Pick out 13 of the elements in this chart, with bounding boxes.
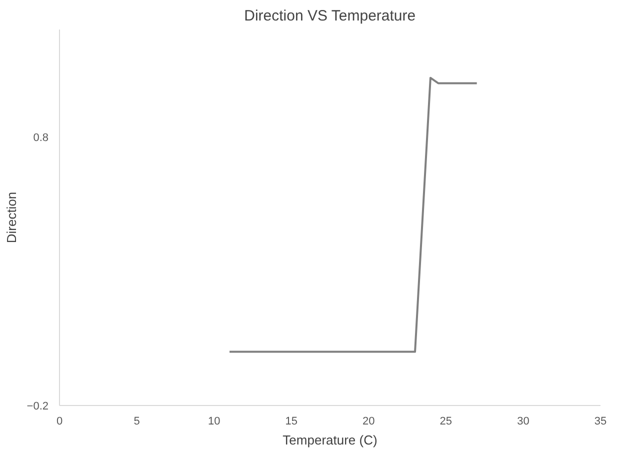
y-axis-title: Direction (4, 192, 19, 244)
y-tick-label: 0.8 (33, 132, 49, 144)
x-tick-label: 0 (56, 416, 63, 428)
x-tick-label: 30 (517, 416, 530, 428)
x-tick-label: 25 (440, 416, 452, 428)
chart-title: Direction VS Temperature (244, 8, 416, 24)
x-tick-label: 15 (285, 416, 298, 428)
x-tick-label: 35 (594, 416, 607, 428)
x-axis-title: Temperature (C) (282, 432, 378, 448)
x-tick-label: 5 (134, 416, 140, 428)
x-tick-label: 10 (208, 416, 220, 428)
x-tick-label: 20 (362, 416, 375, 428)
y-tick-label: −0.2 (26, 400, 49, 412)
